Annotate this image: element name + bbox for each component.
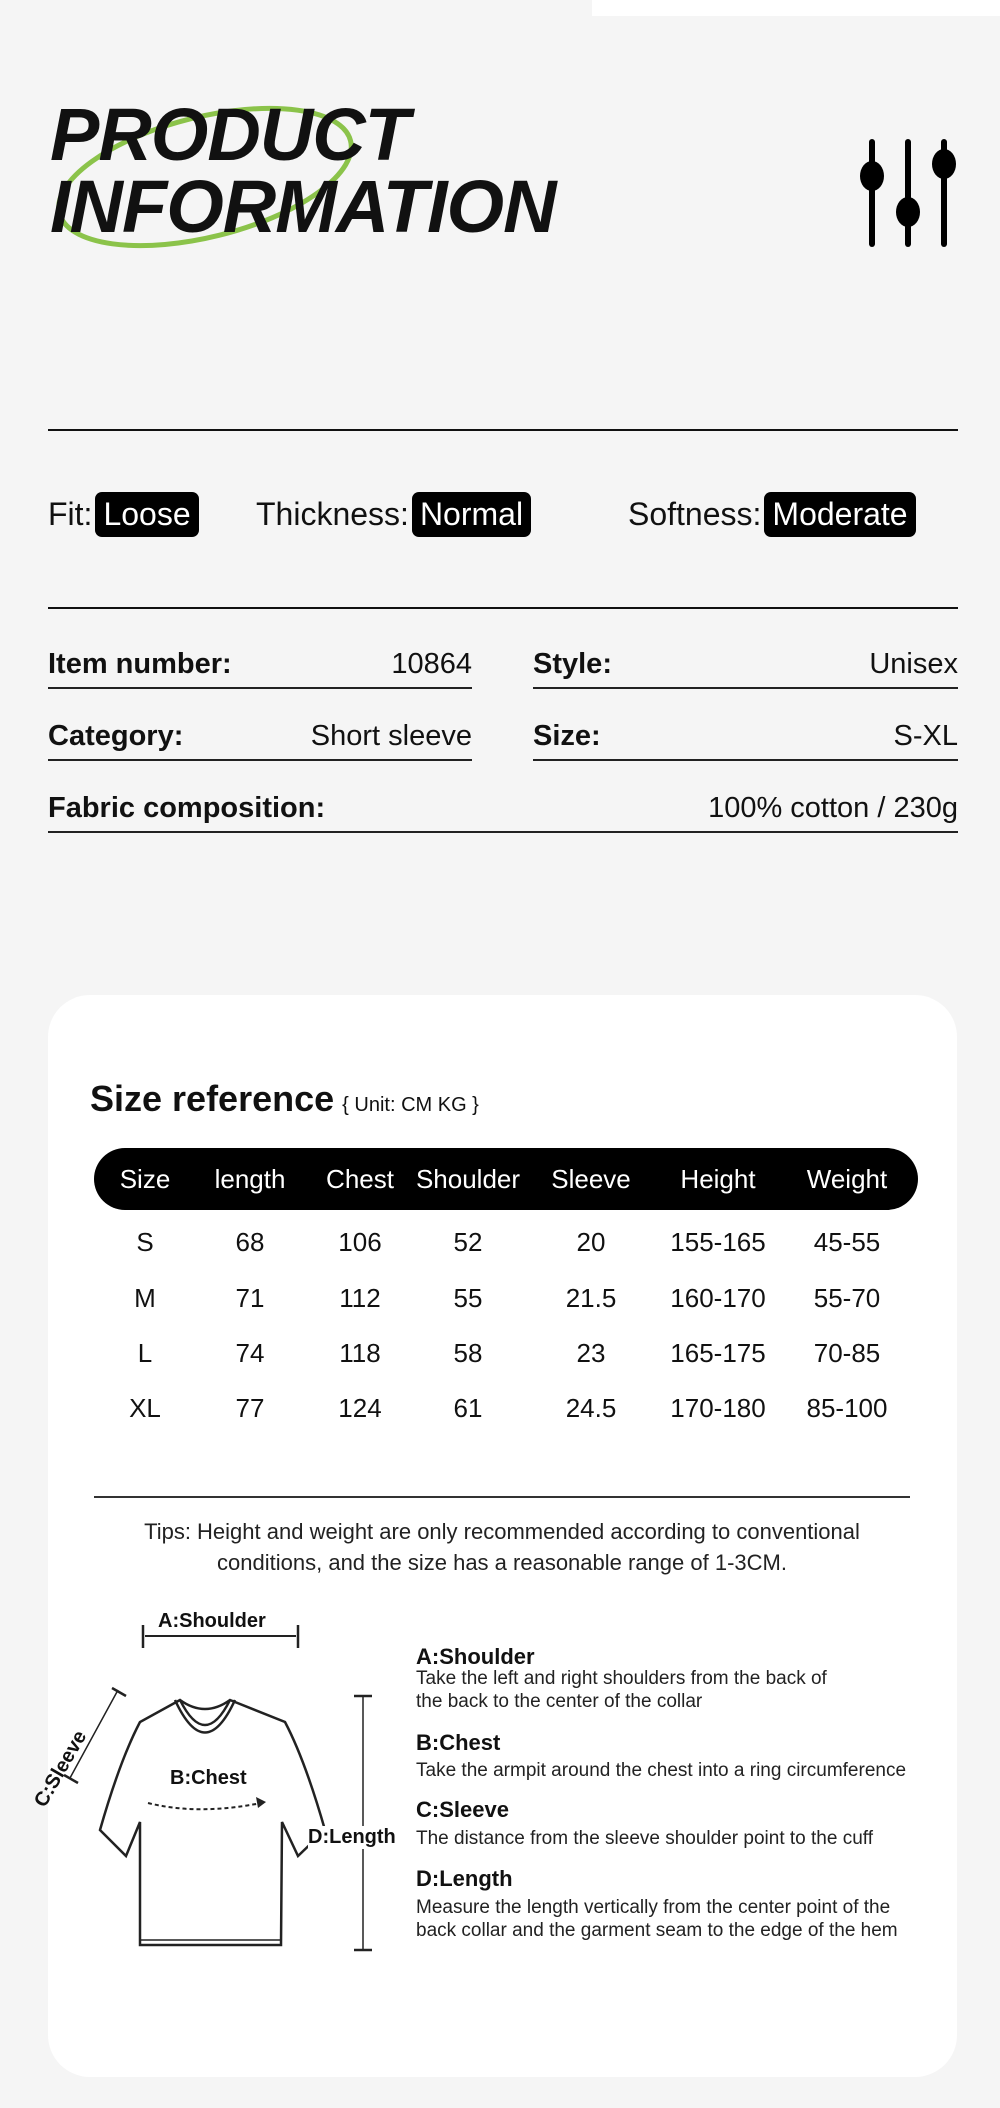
spec-category: Category: Short sleeve	[48, 720, 472, 761]
spec-value: Short sleeve	[310, 720, 472, 752]
title-line-1: PRODUCT	[50, 93, 410, 176]
column-header: Sleeve	[551, 1164, 631, 1194]
spec-label: Category:	[48, 720, 184, 752]
desc-shoulder-title: A:Shoulder	[416, 1644, 535, 1669]
table-cell: 24.5	[565, 1393, 617, 1423]
attr-badge: Normal	[411, 492, 532, 537]
unit-label: { Unit: CM KG }	[342, 1094, 479, 1116]
shoulder-label: A:Shoulder	[158, 1610, 266, 1632]
column-header: Chest	[326, 1164, 394, 1194]
divider	[48, 429, 958, 431]
table-cell: 118	[339, 1338, 381, 1368]
table-cell: 112	[339, 1283, 381, 1313]
table-cell: 160-170	[670, 1283, 766, 1313]
spec-item-number: Item number: 10864	[48, 648, 472, 689]
divider	[94, 1496, 910, 1498]
divider	[48, 607, 958, 609]
desc-chest-title: B:Chest	[416, 1730, 501, 1755]
column-header: length	[214, 1164, 286, 1194]
attr-badge: Loose	[95, 492, 199, 537]
desc-sleeve-line1: The distance from the sleeve shoulder po…	[416, 1828, 873, 1849]
desc-shoulder-line2: the back to the center of the collar	[416, 1691, 703, 1712]
table-cell: 71	[235, 1283, 265, 1313]
table-cell: 52	[453, 1227, 483, 1257]
table-cell: 165-175	[670, 1338, 766, 1368]
spec-label: Item number:	[48, 648, 232, 680]
table-cell: 21.5	[565, 1283, 617, 1313]
column-header: Height	[680, 1164, 756, 1194]
attr-thickness: Thickness: Normal	[256, 492, 532, 537]
spec-size: Size: S-XL	[533, 720, 958, 761]
size-table-header: Size length Chest Shoulder Sleeve Height Weigh…	[94, 1148, 918, 1210]
tips-line-1: Tips: Height and weight are only recomme…	[144, 1519, 860, 1544]
table-cell: 85-100	[806, 1393, 888, 1423]
size-reference-heading: Size reference	[90, 1078, 335, 1119]
table-cell: 61	[453, 1393, 483, 1423]
green-ellipse-accent	[56, 105, 354, 249]
table-cell: 55	[453, 1283, 483, 1313]
size-reference-title: Size reference { Unit: CM KG }	[90, 1078, 479, 1120]
attr-label: Fit:	[48, 496, 93, 532]
table-cell: 170-180	[670, 1393, 766, 1423]
spec-value: Unisex	[869, 648, 958, 680]
tshirt-outline-icon	[98, 1698, 327, 1947]
attr-badge: Moderate	[764, 492, 916, 537]
table-cell: 124	[338, 1393, 382, 1423]
spec-style: Style: Unisex	[533, 648, 958, 689]
attr-fit: Fit: Loose	[48, 492, 199, 537]
spec-value: 10864	[391, 648, 472, 680]
length-label: D:Length	[308, 1826, 396, 1849]
chest-label: B:Chest	[170, 1767, 247, 1789]
table-cell: 155-165	[670, 1227, 766, 1257]
table-cell: 77	[235, 1393, 265, 1423]
desc-length-title: D:Length	[416, 1866, 513, 1891]
table-cell: 68	[235, 1227, 265, 1257]
table-cell: 74	[235, 1338, 265, 1368]
table-cell: 70-85	[813, 1338, 881, 1368]
sliders-icon	[860, 139, 956, 247]
spec-fabric: Fabric composition: 100% cotton / 230g	[48, 792, 958, 833]
desc-shoulder-line1: Take the left and right shoulders from t…	[416, 1668, 827, 1689]
spec-label: Size:	[533, 720, 601, 752]
title-line-2: INFORMATION	[50, 165, 557, 248]
attr-label: Softness:	[628, 496, 762, 532]
desc-sleeve-title: C:Sleeve	[416, 1797, 509, 1822]
table-cell: 20	[576, 1227, 606, 1257]
table-cell: 23	[576, 1338, 606, 1368]
table-cell: 55-70	[813, 1283, 881, 1313]
column-header: Size	[119, 1164, 171, 1194]
column-header: Weight	[806, 1164, 888, 1194]
desc-chest-line1: Take the armpit around the chest into a …	[416, 1760, 907, 1781]
top-white-strip	[592, 0, 1000, 16]
attr-label: Thickness:	[256, 496, 409, 532]
column-header: Shoulder	[415, 1164, 521, 1194]
table-cell: 106	[338, 1227, 382, 1257]
table-cell: XL	[129, 1393, 161, 1423]
table-cell: L	[137, 1338, 153, 1368]
table-cell: 58	[453, 1338, 483, 1368]
table-cell: 45-55	[813, 1227, 881, 1257]
table-cell: M	[134, 1283, 156, 1313]
spec-value: S-XL	[893, 720, 958, 752]
tshirt-diagram	[63, 1625, 372, 1952]
spec-label: Style:	[533, 648, 612, 680]
spec-label: Fabric composition:	[48, 792, 326, 824]
tips-line-2: conditions, and the size has a reasonabl…	[217, 1550, 787, 1575]
desc-length-line2: back collar and the garment seam to the …	[416, 1920, 898, 1941]
desc-length-line1: Measure the length vertically from the c…	[416, 1897, 891, 1918]
attr-softness: Softness: Moderate	[628, 492, 916, 537]
spec-value: 100% cotton / 230g	[708, 792, 958, 824]
table-cell: S	[136, 1227, 154, 1257]
